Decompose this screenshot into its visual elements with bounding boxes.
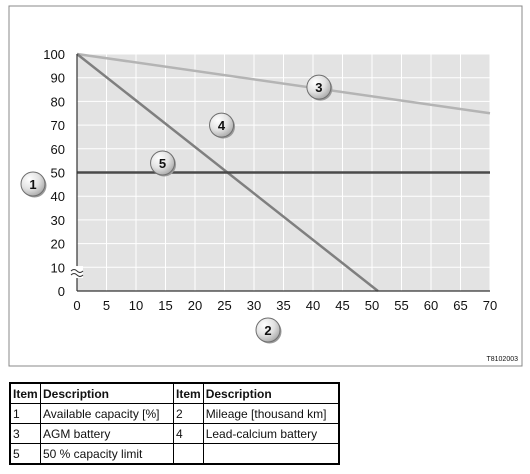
item-marker-1: 1 bbox=[20, 171, 47, 198]
legend-item-number: 2 bbox=[173, 403, 204, 424]
item-marker-2: 2 bbox=[255, 317, 282, 344]
legend-item-description: AGM battery bbox=[40, 423, 174, 444]
x-tick-label: 5 bbox=[103, 298, 110, 313]
svg-text:2: 2 bbox=[264, 323, 271, 338]
figure-frame bbox=[8, 5, 523, 367]
series-line-item-3 bbox=[76, 52, 491, 115]
x-tick-label: 20 bbox=[188, 298, 202, 313]
series-lines bbox=[76, 52, 491, 292]
table-row: 1 Available capacity [%] 2 Mileage [thou… bbox=[9, 403, 340, 424]
y-tick-label: 20 bbox=[51, 237, 65, 252]
x-tick-label: 45 bbox=[335, 298, 349, 313]
axis-break-mark bbox=[70, 269, 84, 274]
y-tick-label: 80 bbox=[51, 94, 65, 109]
x-tick-label: 15 bbox=[158, 298, 172, 313]
x-tick-label: 25 bbox=[217, 298, 231, 313]
legend-header-item: Item bbox=[173, 382, 204, 404]
svg-text:5: 5 bbox=[159, 156, 166, 171]
item-markers: 1 2 3 4 5 bbox=[20, 74, 333, 344]
item-marker-4: 4 bbox=[209, 112, 236, 139]
y-tick-label: 70 bbox=[51, 118, 65, 133]
legend-header-description: Description bbox=[202, 382, 340, 404]
y-tick-label: 0 bbox=[58, 284, 65, 299]
item-marker-3: 3 bbox=[306, 74, 333, 101]
legend-item-number: 5 bbox=[9, 443, 41, 465]
y-tick-label: 60 bbox=[51, 142, 65, 157]
legend-header-description: Description bbox=[40, 382, 174, 404]
legend-item-number: 1 bbox=[9, 403, 41, 424]
svg-text:4: 4 bbox=[218, 118, 226, 133]
figure-code: T8102003 bbox=[486, 356, 518, 363]
legend-item-description: Mileage [thousand km] bbox=[202, 403, 340, 424]
x-tick-label: 70 bbox=[483, 298, 497, 313]
x-tick-labels: 0 5 10 15 20 25 30 35 40 45 50 55 60 65 70 bbox=[73, 298, 497, 313]
legend-item-number: 3 bbox=[9, 423, 41, 444]
x-tick-label: 40 bbox=[306, 298, 320, 313]
x-tick-label: 65 bbox=[453, 298, 467, 313]
legend-item-description: Lead-calcium battery bbox=[202, 423, 340, 444]
legend-item-number: 4 bbox=[173, 423, 204, 444]
y-tick-label: 30 bbox=[51, 213, 65, 228]
legend-header-row: Item Description Item Description bbox=[9, 382, 340, 404]
x-tick-label: 10 bbox=[129, 298, 143, 313]
y-tick-label: 10 bbox=[51, 260, 65, 275]
x-tick-label: 50 bbox=[365, 298, 379, 313]
legend-header-item: Item bbox=[9, 382, 41, 404]
svg-text:3: 3 bbox=[315, 80, 322, 95]
y-tick-label: 100 bbox=[43, 47, 65, 62]
legend-item-description bbox=[202, 443, 340, 465]
y-tick-label: 50 bbox=[51, 166, 65, 181]
axes bbox=[70, 54, 490, 292]
x-tick-label: 60 bbox=[424, 298, 438, 313]
y-tick-label: 40 bbox=[51, 189, 65, 204]
y-tick-label: 90 bbox=[51, 71, 65, 86]
legend-item-description: 50 % capacity limit bbox=[40, 443, 174, 465]
x-tick-label: 30 bbox=[247, 298, 261, 313]
legend-item-description: Available capacity [%] bbox=[40, 403, 174, 424]
y-tick-labels: 0 10 20 30 40 50 60 70 80 90 100 bbox=[43, 47, 65, 299]
x-tick-label: 35 bbox=[276, 298, 290, 313]
legend-table: Item Description Item Description 1 Avai… bbox=[9, 382, 340, 465]
table-row: 3 AGM battery 4 Lead-calcium battery bbox=[9, 423, 340, 444]
x-tick-label: 0 bbox=[73, 298, 80, 313]
axis-break-mark bbox=[70, 273, 84, 278]
x-tick-label: 55 bbox=[394, 298, 408, 313]
svg-text:1: 1 bbox=[29, 177, 36, 192]
table-row: 5 50 % capacity limit bbox=[9, 443, 340, 465]
item-marker-5: 5 bbox=[150, 150, 177, 177]
legend-item-number bbox=[173, 443, 204, 465]
